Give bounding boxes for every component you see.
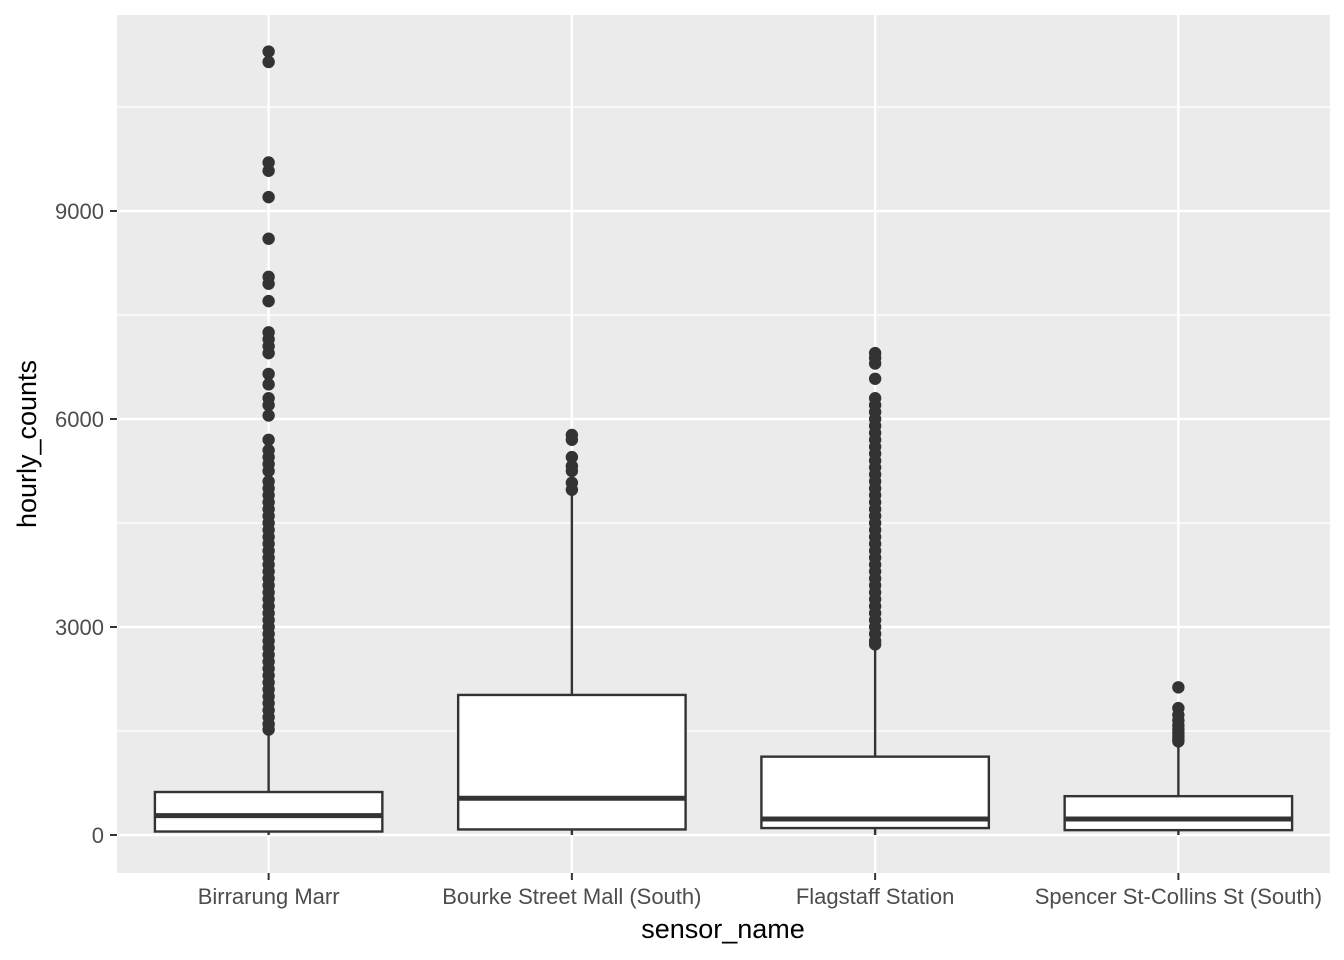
outlier-point <box>262 164 275 177</box>
box-group <box>760 346 991 835</box>
box-group <box>456 428 687 835</box>
outlier-point <box>565 450 579 464</box>
x-tick-label: Birrarung Marr <box>198 884 340 909</box>
x-tick-label: Spencer St-Collins St (South) <box>1035 884 1322 909</box>
outlier-point <box>262 378 275 391</box>
outlier-point <box>565 483 579 496</box>
box-iqr <box>456 693 687 831</box>
outlier-point <box>262 277 275 290</box>
outlier-point <box>868 357 882 370</box>
y-axis: 0 3000 6000 9000 <box>55 199 117 848</box>
y-tick-label: 0 <box>92 823 104 848</box>
x-tick-label: Flagstaff Station <box>796 884 955 909</box>
box-iqr <box>1063 794 1294 832</box>
outlier-point <box>262 346 275 360</box>
outlier-point <box>565 433 579 446</box>
outlier-point <box>262 464 275 478</box>
outlier-point <box>262 367 275 381</box>
y-tick-label: 6000 <box>55 407 104 432</box>
box-group <box>1063 681 1294 835</box>
outlier-point <box>262 55 275 69</box>
outlier-point <box>1172 681 1185 694</box>
x-axis-title: sensor_name <box>641 914 805 944</box>
outlier-point <box>262 398 275 412</box>
y-axis-title: hourly_counts <box>12 360 42 528</box>
outlier-point <box>262 232 275 245</box>
outlier-point <box>262 190 275 204</box>
outlier-point <box>262 294 275 308</box>
outlier-point <box>262 433 275 446</box>
outlier-point <box>565 464 579 478</box>
outlier-point <box>262 409 275 422</box>
box-iqr <box>153 790 384 833</box>
x-tick-label: Bourke Street Mall (South) <box>442 884 701 909</box>
y-tick-label: 3000 <box>55 615 104 640</box>
x-axis: Birrarung Marr Bourke Street Mall (South)… <box>198 873 1322 909</box>
plot-panel <box>117 15 1330 873</box>
minor-gridlines <box>117 106 1330 732</box>
box-iqr <box>760 755 991 830</box>
outlier-point <box>262 723 275 736</box>
y-tick-label: 9000 <box>55 199 104 224</box>
box-group <box>153 45 384 835</box>
outlier-point <box>262 45 275 58</box>
outlier-point <box>1172 735 1185 748</box>
boxes-layer <box>153 45 1294 835</box>
outlier-point <box>868 638 882 651</box>
outlier-point <box>868 372 882 385</box>
